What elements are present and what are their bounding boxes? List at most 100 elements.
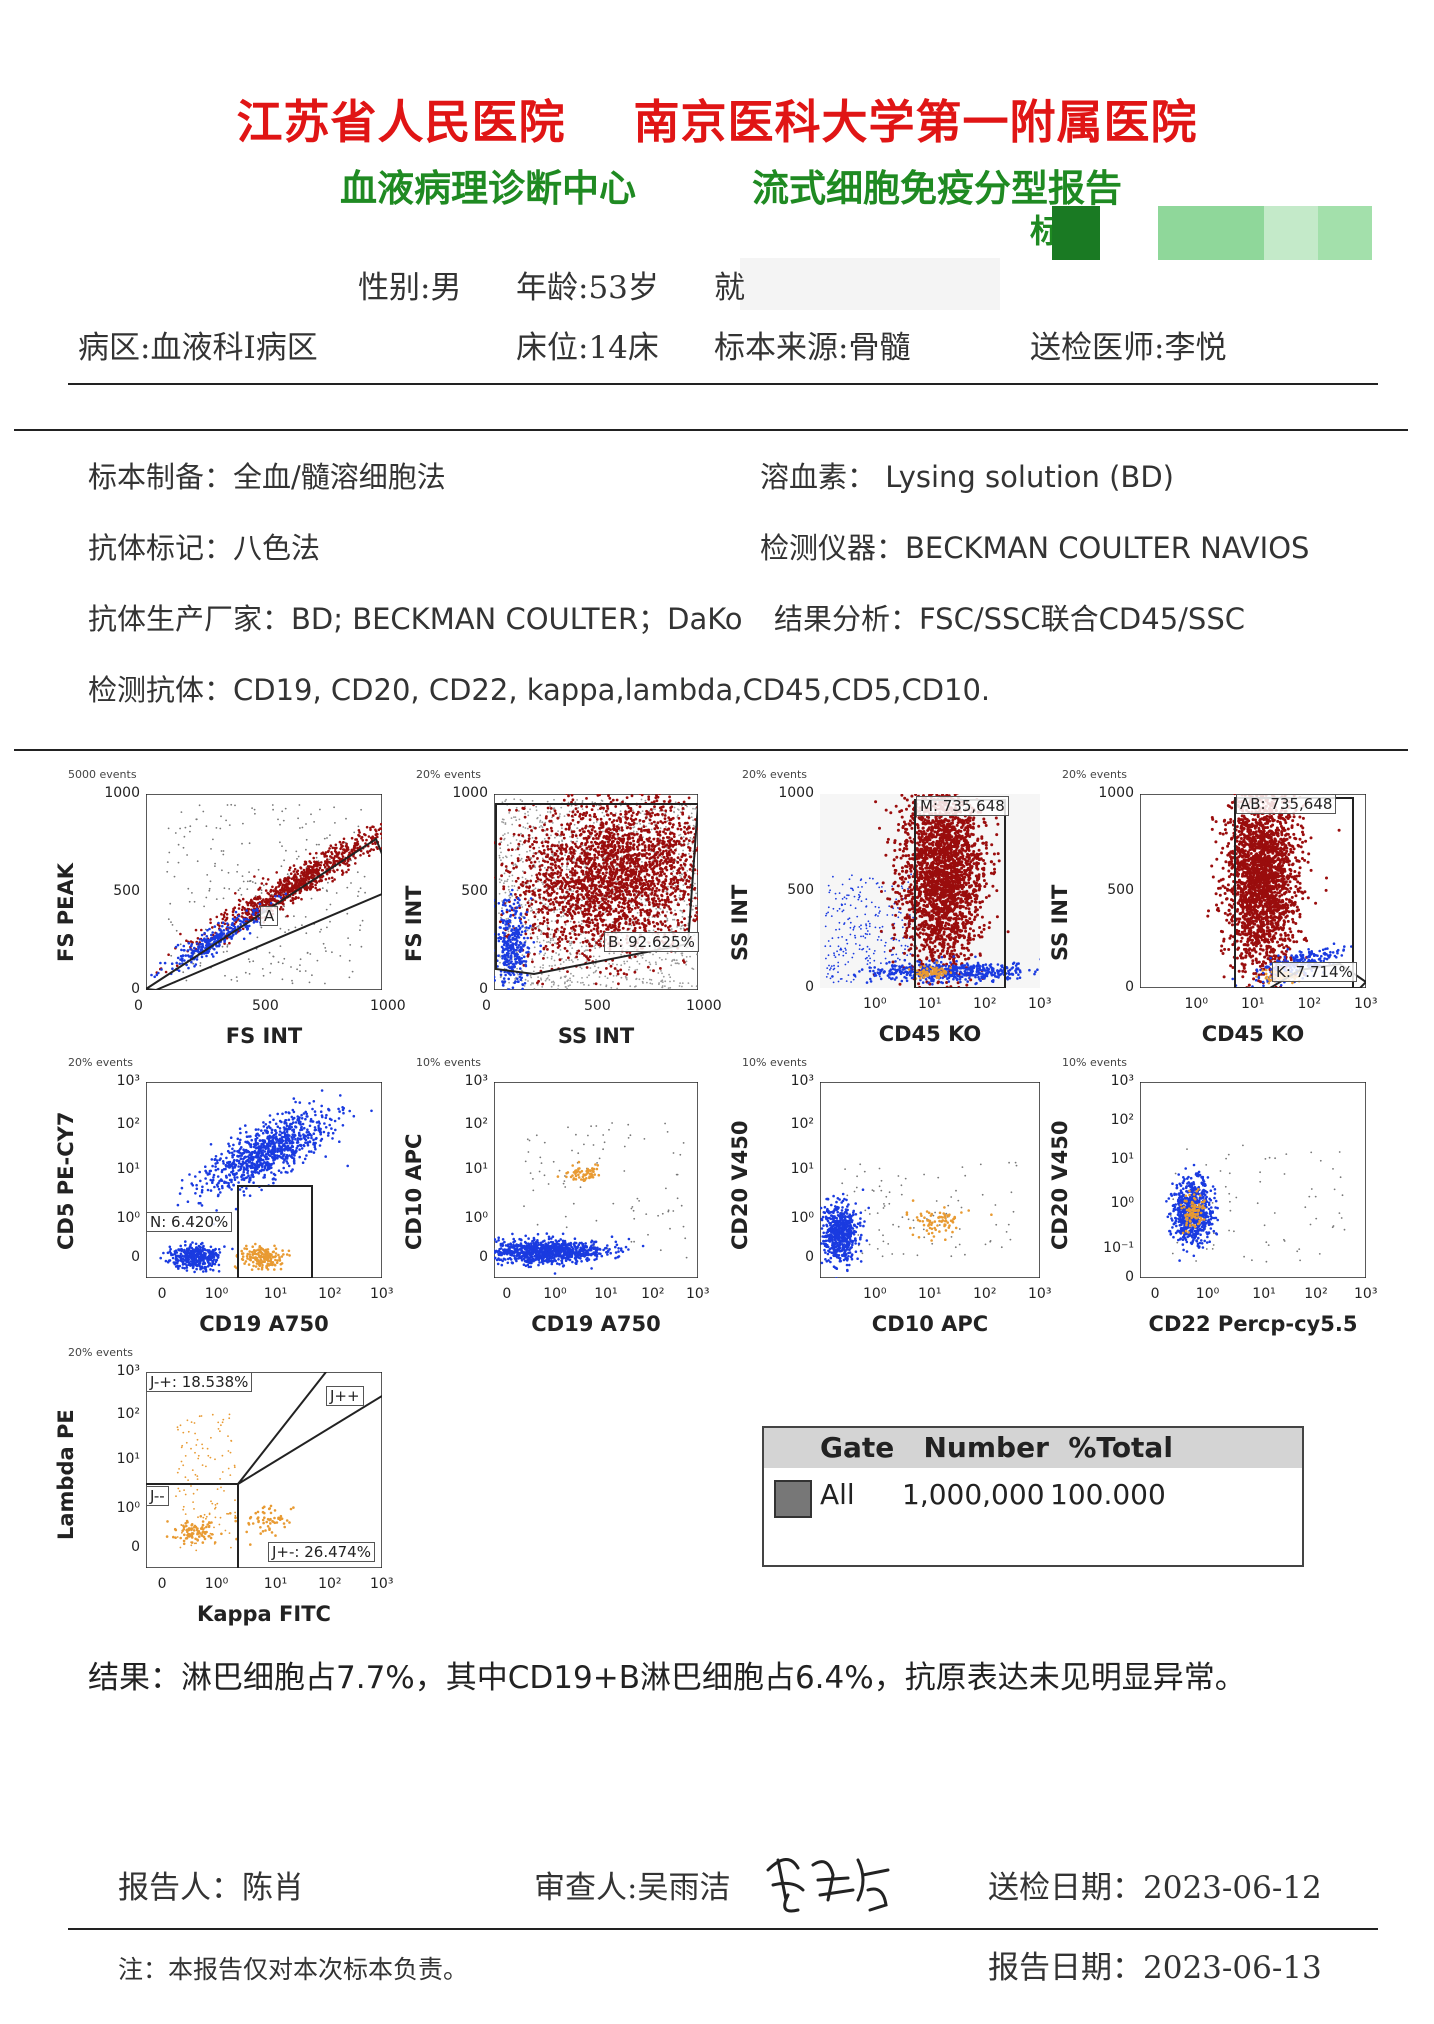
events-count: 20% events — [1062, 768, 1128, 781]
y-tick-label: 10⁰ — [116, 1500, 140, 1517]
report-date: 报告日期：2023-06-13 — [988, 1950, 1322, 1986]
gate-label: B: 92.625% — [604, 932, 699, 952]
orange-population — [233, 1242, 291, 1271]
y-tick-label: 10³ — [116, 1363, 140, 1379]
x-tick-label: 0 — [134, 998, 143, 1014]
background-events — [840, 1161, 1018, 1258]
y-axis-label: CD20 V450 — [1048, 1120, 1072, 1250]
analysis-method: 结果分析：FSC/SSC联合CD45/SSC — [774, 602, 1245, 636]
x-axis-label: FS INT — [225, 1024, 303, 1048]
y-tick-label: 0 — [1125, 979, 1134, 995]
specimen-prep: 标本制备：全血/髓溶细胞法 — [88, 460, 446, 494]
x-tick-label: 10² — [1297, 996, 1321, 1012]
background-events — [175, 1413, 237, 1552]
x-tick-label: 1000 — [370, 998, 406, 1014]
x-tick-label: 10³ — [370, 1286, 394, 1302]
blue-population-2 — [159, 1240, 234, 1274]
x-tick-label: 10² — [318, 1286, 342, 1302]
y-tick-label: 0 — [1125, 1269, 1134, 1285]
y-tick-label: 10¹ — [116, 1451, 140, 1468]
gate-N — [237, 1185, 313, 1278]
report-title: 流式细胞免疫分型报告 — [752, 166, 1122, 210]
redaction-block — [1318, 206, 1372, 260]
y-tick-label: 10¹ — [116, 1161, 140, 1178]
redaction-block — [1052, 206, 1100, 260]
hospital-title: 江苏省人民医院 南京医科大学第一附属医院 — [236, 95, 1198, 149]
gate-color-swatch — [774, 1480, 812, 1518]
reviewer: 审查人:吴雨洁 — [534, 1870, 731, 1906]
orange-population — [556, 1160, 601, 1182]
y-axis-label: CD5 PE-CY7 — [54, 1111, 78, 1250]
y-tick-label: 10⁰ — [1110, 1194, 1134, 1211]
x-tick-label: 10² — [318, 1576, 342, 1592]
red-population — [494, 794, 698, 986]
y-axis-label: FS PEAK — [54, 862, 78, 962]
x-tick-label: 10² — [973, 1286, 997, 1302]
events-count: 10% events — [416, 1056, 482, 1069]
y-tick-label: 10² — [1110, 1112, 1134, 1129]
antibody-labeling: 抗体标记：八色法 — [88, 531, 321, 565]
y-tick-label: 0 — [131, 981, 140, 997]
y-tick-label: 500 — [461, 883, 488, 899]
patient-sex: 性别:男 — [358, 270, 462, 306]
gate-A — [146, 837, 382, 990]
plot-frame — [820, 1082, 1040, 1278]
y-tick-label: 10⁰ — [116, 1210, 140, 1227]
gate-label: A — [260, 906, 279, 926]
y-axis-label: FS INT — [402, 885, 426, 963]
gate-label: J-+: 18.538% — [146, 1372, 253, 1392]
x-tick-label: 0 — [502, 1286, 512, 1302]
y-tick-label: 1000 — [778, 785, 814, 801]
x-tick-label: 10⁰ — [1184, 996, 1208, 1012]
scatter-plot-p7 — [820, 1082, 1040, 1278]
y-tick-label: 1000 — [452, 785, 488, 801]
gate-line — [237, 1372, 327, 1485]
y-tick-label: 10¹ — [1110, 1151, 1134, 1168]
y-tick-label: 500 — [113, 883, 140, 899]
gate-table-header: Gate Number %Total — [764, 1428, 1302, 1468]
gate-label: AB: 735,648 — [1236, 794, 1337, 814]
x-tick-label: 0 — [157, 1576, 167, 1592]
x-axis-label: CD45 KO — [1201, 1022, 1305, 1046]
x-tick-label: 10⁰ — [204, 1286, 229, 1302]
disclaimer-note: 注：本报告仅对本次标本负责。 — [118, 1955, 469, 1984]
specimen-source: 标本来源:骨髓 — [714, 330, 911, 366]
reporter: 报告人：陈肖 — [118, 1870, 304, 1906]
y-tick-label: 10⁻¹ — [1103, 1239, 1134, 1256]
blue-population — [820, 1188, 870, 1278]
x-tick-label: 10¹ — [594, 1286, 618, 1302]
y-tick-label: 10³ — [464, 1073, 488, 1089]
x-tick-label: 0 — [1150, 1286, 1160, 1302]
gate-label: J+-: 26.474% — [268, 1542, 375, 1562]
x-tick-label: 10¹ — [263, 1286, 288, 1302]
x-tick-label: 10¹ — [263, 1576, 288, 1592]
gate-label: J-- — [146, 1486, 169, 1506]
y-tick-label: 0 — [479, 1249, 488, 1266]
gate-label: J++ — [326, 1386, 364, 1406]
orange-population — [905, 1199, 993, 1242]
x-tick-label: 10⁰ — [543, 1286, 567, 1302]
reviewer-signature — [766, 1858, 890, 1913]
events-count: 10% events — [742, 1056, 808, 1069]
redaction-block — [740, 258, 1000, 310]
scatter-plot-p2 — [494, 794, 698, 990]
gate-label: N: 6.420% — [146, 1212, 233, 1232]
events-count: 20% events — [416, 768, 482, 781]
x-tick-label: 10¹ — [918, 1286, 942, 1302]
y-tick-label: 0 — [131, 1249, 140, 1266]
x-tick-label: 0 — [482, 998, 491, 1014]
events-count: 20% events — [68, 1056, 134, 1069]
x-tick-label: 10¹ — [918, 996, 942, 1012]
x-tick-label: 1000 — [686, 998, 722, 1014]
orange-population — [165, 1515, 223, 1546]
x-tick-label: 10³ — [1354, 1286, 1378, 1302]
y-tick-label: 10² — [116, 1116, 140, 1133]
x-tick-label: 10³ — [686, 1286, 710, 1302]
x-axis-label: SS INT — [557, 1024, 635, 1048]
x-axis-label: CD22 Percp-cy5.5 — [1148, 1312, 1358, 1336]
red-population — [1206, 794, 1341, 988]
x-tick-label: 10¹ — [1252, 1286, 1276, 1302]
x-tick-label: 10³ — [1028, 996, 1052, 1012]
events-count: 20% events — [742, 768, 808, 781]
blue-population — [494, 1232, 645, 1275]
